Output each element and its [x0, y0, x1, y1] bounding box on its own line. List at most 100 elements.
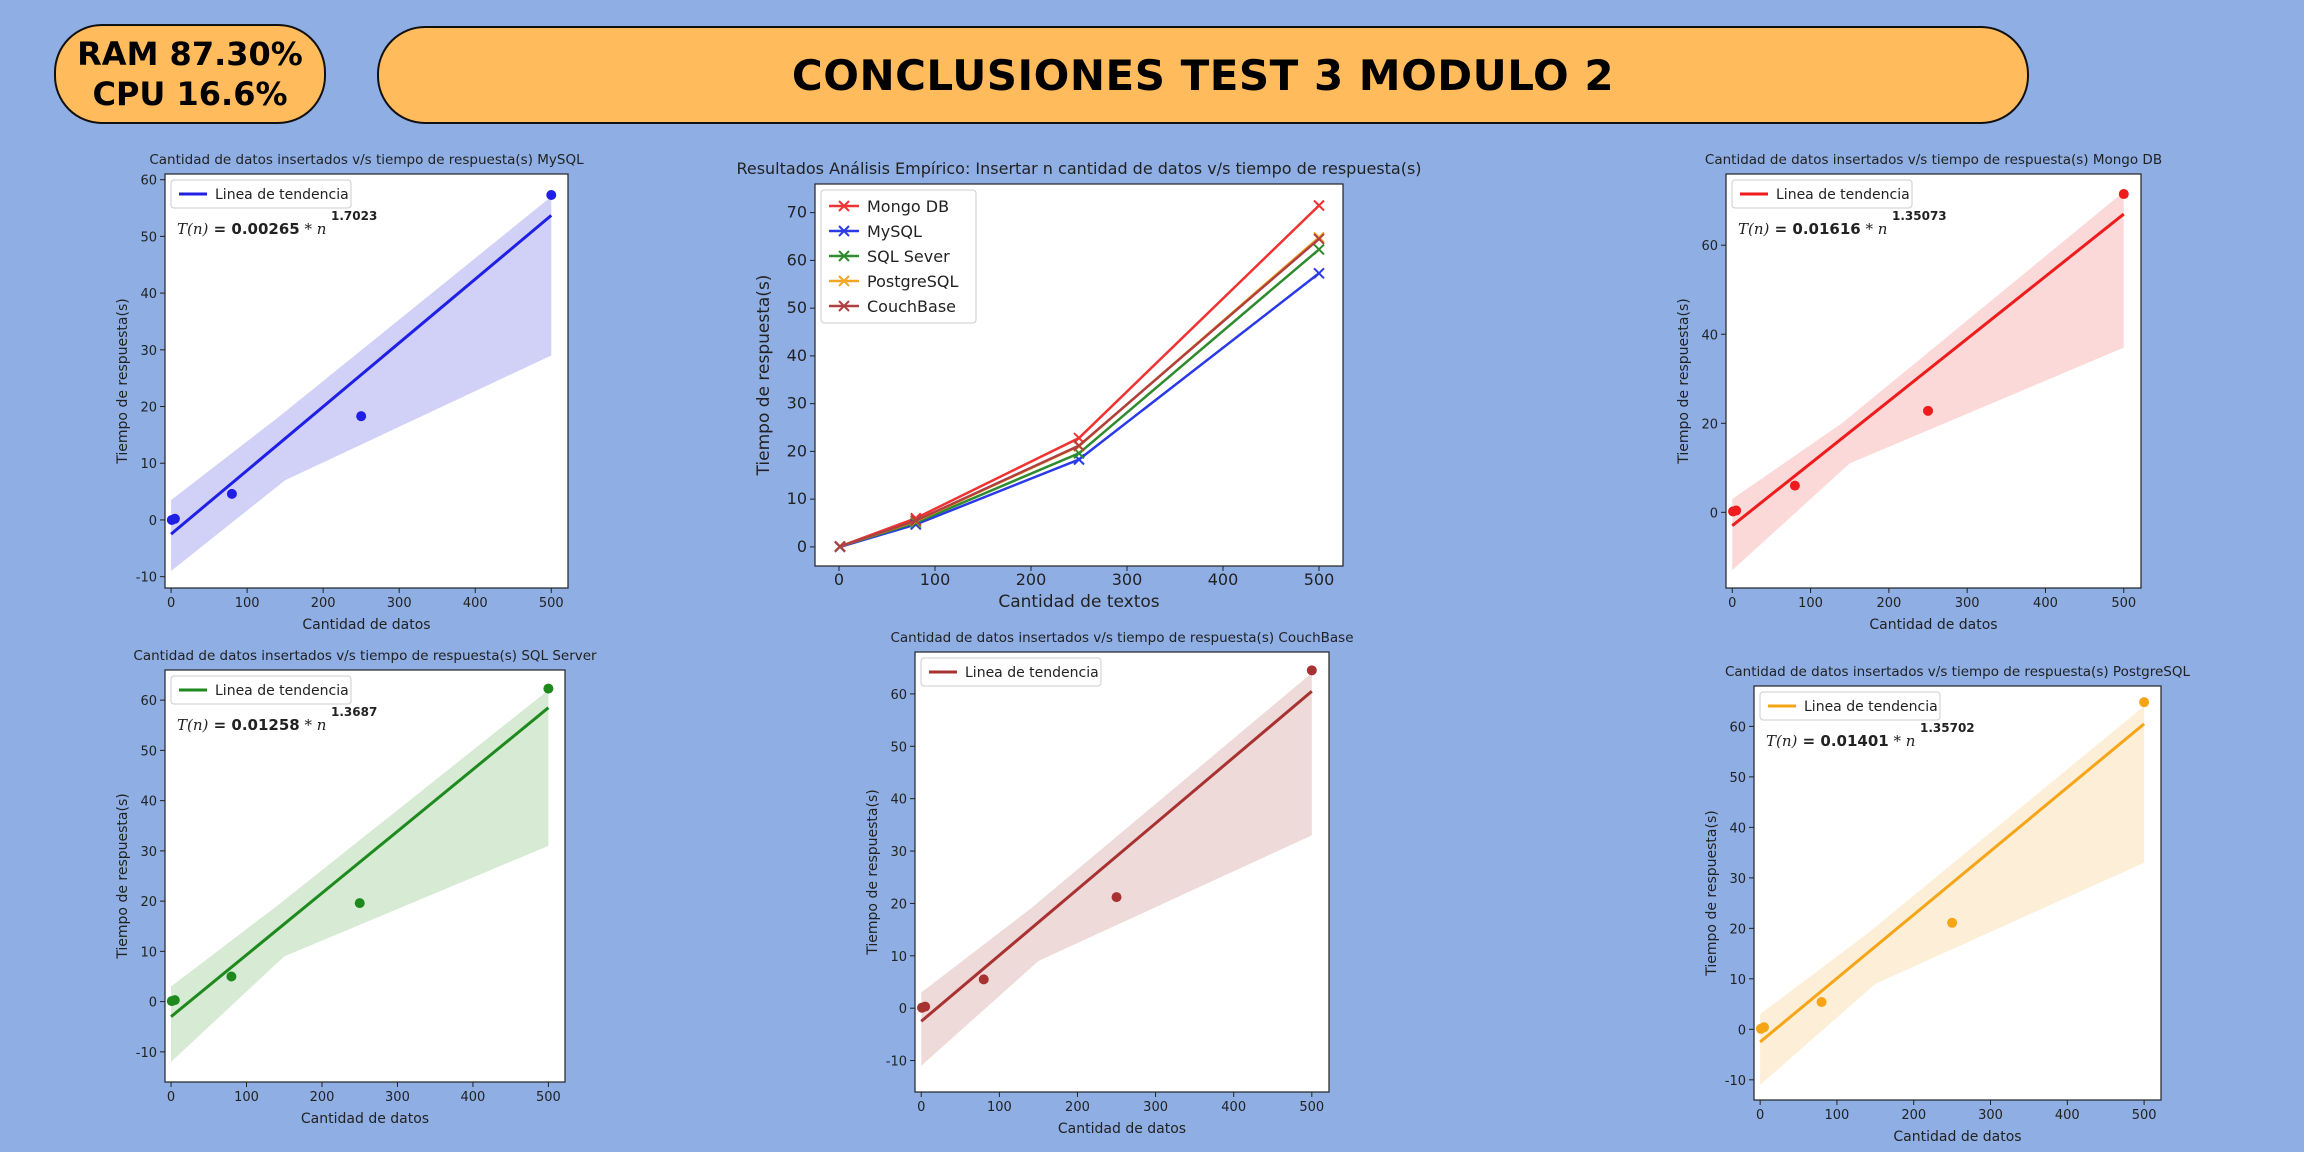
legend: Linea de tendencia [1731, 179, 1913, 209]
x-tick-label: 100 [235, 596, 260, 611]
y-tick-label: -10 [136, 1046, 157, 1061]
x-tick-label: 500 [536, 1090, 561, 1105]
x-axis-label: Cantidad de datos [1893, 1129, 2021, 1145]
plot-marks [834, 199, 1325, 553]
trend-formula: T(n) = 0.01616 * n [1738, 220, 1887, 238]
y-tick-label: 0 [899, 1002, 907, 1017]
x-tick-label: 0 [834, 570, 844, 589]
y-tick-label: 60 [1701, 239, 1718, 254]
series-marker [1313, 243, 1325, 256]
x-tick-label: 100 [1798, 596, 1823, 611]
x-tick-label: 400 [461, 1090, 486, 1105]
chart-title: Cantidad de datos insertados v/s tiempo … [149, 152, 584, 168]
x-tick-label: 200 [1065, 1100, 1090, 1115]
plot-marks [1728, 189, 2129, 571]
plot-frame [914, 651, 1330, 1093]
data-point [226, 488, 237, 499]
data-point [546, 189, 557, 200]
y-tick-label: 40 [1701, 328, 1718, 343]
chart-combined: Resultados Análisis Empírico: Insertar n… [736, 159, 1421, 612]
y-tick-label: 0 [797, 537, 807, 556]
data-point [226, 971, 237, 982]
plot-marks [166, 189, 557, 571]
x-axis-label: Cantidad de textos [998, 592, 1159, 612]
formula-function: T(n) [1738, 220, 1770, 238]
y-axis-label: Tiempo de respuesta(s) [115, 298, 131, 464]
legend: Linea de tendencia [170, 675, 352, 705]
chart-title: Cantidad de datos insertados v/s tiempo … [1705, 152, 2162, 168]
formula-coefficient: = 0.01616 [1769, 220, 1860, 238]
series-marker [1313, 267, 1325, 280]
legend-label: Linea de tendencia [215, 187, 349, 203]
y-tick-label: 60 [890, 688, 907, 703]
y-tick-label: 40 [140, 287, 157, 302]
y-tick-label: 40 [787, 346, 807, 365]
legend-marker [838, 275, 850, 287]
data-point [1731, 505, 1742, 516]
y-tick-label: 20 [787, 441, 807, 460]
data-point [354, 898, 365, 909]
y-tick-label: 70 [787, 203, 807, 222]
ram-usage-text: RAM 87.30% [77, 35, 303, 73]
x-tick-label: 400 [2033, 596, 2058, 611]
y-tick-label: 20 [890, 897, 907, 912]
chart-sqlserver: Cantidad de datos insertados v/s tiempo … [115, 648, 597, 1127]
cpu-usage-text: CPU 16.6% [92, 75, 288, 113]
x-axis-label: Cantidad de datos [301, 1111, 429, 1127]
trend-formula: T(n) = 0.01401 * n [1766, 732, 1915, 750]
x-tick-label: 100 [987, 1100, 1012, 1115]
legend-label: CouchBase [867, 297, 956, 316]
series-line-4 [839, 237, 1320, 548]
data-point [1923, 405, 1934, 416]
legend-label: Linea de tendencia [965, 665, 1099, 681]
y-tick-label: 0 [1738, 1023, 1746, 1038]
page-title-banner: CONCLUSIONES TEST 3 MODULO 2 [377, 26, 2029, 124]
x-tick-label: 0 [917, 1100, 925, 1115]
plot-frame [164, 669, 566, 1083]
legend-label: PostgreSQL [867, 272, 958, 291]
y-tick-label: -10 [886, 1055, 907, 1070]
y-axis-label: Tiempo de respuesta(s) [1676, 298, 1692, 464]
data-point [1758, 1022, 1769, 1033]
x-axis-label: Cantidad de datos [1869, 617, 1997, 633]
y-tick-label: 60 [1729, 720, 1746, 735]
y-tick-label: 30 [787, 394, 807, 413]
series-marker [1073, 439, 1085, 452]
trend-line [1759, 722, 2146, 1044]
x-tick-label: 500 [1299, 1100, 1324, 1115]
x-tick-label: 300 [1978, 1108, 2003, 1123]
y-tick-label: 20 [1729, 922, 1746, 937]
legend-marker [838, 250, 850, 262]
legend-box [820, 189, 977, 324]
y-tick-label: 20 [1701, 417, 1718, 432]
x-tick-label: 400 [1208, 570, 1239, 589]
x-axis-label: Cantidad de datos [302, 617, 430, 633]
chart-title: Cantidad de datos insertados v/s tiempo … [1725, 664, 2191, 680]
data-point [920, 1001, 931, 1012]
chart-couchbase: Cantidad de datos insertados v/s tiempo … [865, 630, 1354, 1137]
x-tick-label: 500 [2132, 1108, 2157, 1123]
y-tick-label: 30 [890, 845, 907, 860]
y-tick-label: 10 [140, 945, 157, 960]
formula-exponent: 1.7023 [331, 209, 377, 223]
plot-frame [1753, 685, 2162, 1101]
formula-coefficient: = 0.00265 [208, 220, 299, 238]
chart-title: Cantidad de datos insertados v/s tiempo … [133, 648, 597, 664]
x-tick-label: 0 [167, 596, 175, 611]
trend-line [170, 706, 550, 1018]
formula-exponent: 1.3687 [331, 705, 377, 719]
legend: Linea de tendencia [920, 657, 1102, 687]
series-marker [1313, 199, 1325, 212]
confidence-band [1732, 191, 2124, 571]
data-point [1816, 997, 1827, 1008]
data-point [169, 513, 180, 524]
system-stats-badge: RAM 87.30% CPU 16.6% [54, 24, 326, 124]
legend: Linea de tendencia [170, 179, 352, 209]
y-tick-label: 10 [1729, 973, 1746, 988]
y-tick-label: 0 [1710, 506, 1718, 521]
y-tick-label: -10 [136, 571, 157, 586]
formula-function: T(n) [1766, 732, 1798, 750]
x-tick-label: 300 [1955, 596, 1980, 611]
x-tick-label: 500 [2111, 596, 2136, 611]
y-axis-label: Tiempo de respuesta(s) [865, 789, 881, 955]
